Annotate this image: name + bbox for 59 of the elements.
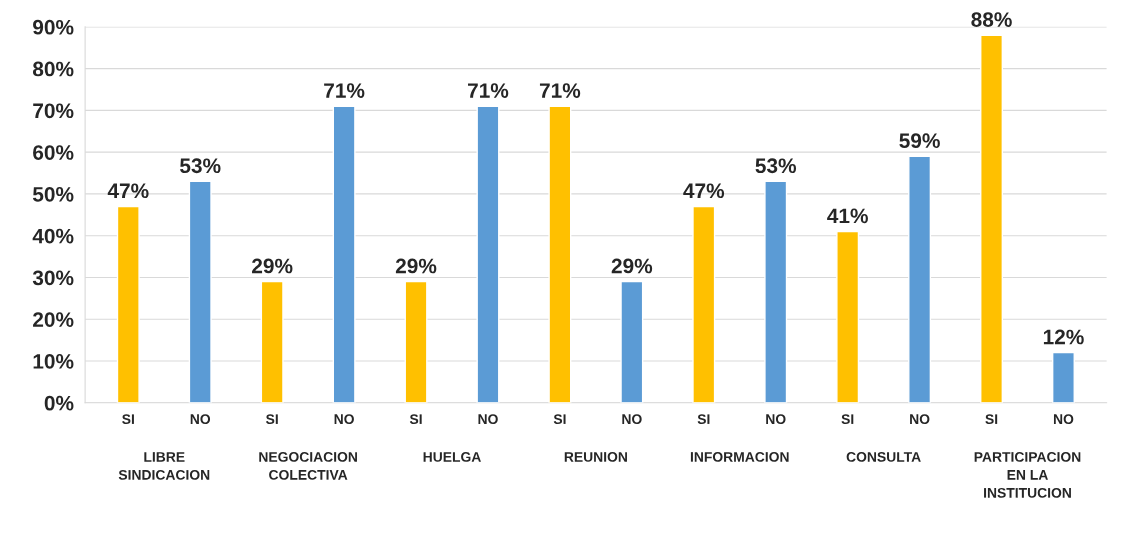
x-tick-label: NO <box>478 414 498 425</box>
bar <box>908 155 932 403</box>
y-tick-label: 10% <box>33 353 74 369</box>
y-tick-label: 90% <box>33 19 74 35</box>
text: LIBRE SINDICACION <box>118 452 210 480</box>
data-label: 71% <box>324 83 365 98</box>
x-tick-label: SI <box>553 414 566 425</box>
x-tick-label: SI <box>985 414 998 425</box>
data-label: 53% <box>755 158 797 174</box>
data-label: 88% <box>971 12 1012 27</box>
bar <box>476 105 500 403</box>
bar <box>116 205 140 403</box>
y-tick-label: 30% <box>32 270 74 286</box>
data-label: 47% <box>683 183 725 199</box>
bar <box>1051 351 1075 403</box>
x-tick-label: SI <box>697 414 710 425</box>
text: INFORMACION <box>690 451 789 462</box>
y-tick-label: 60% <box>33 145 74 160</box>
bar <box>764 180 788 403</box>
data-label: 71% <box>468 83 509 98</box>
data-label: 71% <box>539 83 581 98</box>
text: PARTICIPACION EN LA INSTITUCION <box>974 451 1081 498</box>
data-label: 53% <box>180 158 221 174</box>
data-label: 29% <box>252 258 293 274</box>
bar <box>620 280 644 403</box>
bar <box>836 230 860 403</box>
x-tick-label: NO <box>190 414 211 425</box>
x-tick-label: SI <box>841 414 854 425</box>
bar <box>260 280 284 403</box>
data-label: 12% <box>1043 329 1084 345</box>
bar <box>980 34 1004 403</box>
y-tick-label: 40% <box>32 228 74 244</box>
x-tick-label: NO <box>1053 414 1074 425</box>
x-tick-label: SI <box>409 414 422 425</box>
y-tick-label: 80% <box>32 61 74 77</box>
y-tick-label: 0% <box>44 395 74 411</box>
x-tick-label: SI <box>266 414 278 425</box>
bar <box>692 205 716 403</box>
text: REUNION <box>564 451 627 462</box>
bar <box>332 105 356 403</box>
x-tick-label: NO <box>910 414 930 425</box>
data-label: 47% <box>107 183 149 199</box>
text: NEGOCIACION COLECTIVA <box>259 451 357 480</box>
bar <box>188 180 212 403</box>
y-tick-label: 20% <box>33 312 74 327</box>
data-label: 29% <box>395 258 437 274</box>
y-tick-label: 70% <box>33 103 74 119</box>
bar <box>548 105 572 403</box>
data-label: 29% <box>611 258 653 274</box>
x-tick-label: NO <box>334 414 354 425</box>
text: HUELGA <box>423 451 481 462</box>
data-label: 59% <box>899 133 940 149</box>
x-tick-label: NO <box>766 414 786 425</box>
bar <box>404 280 428 403</box>
x-tick-label: NO <box>622 414 642 425</box>
y-tick-label: 50% <box>32 186 74 202</box>
text: CONSULTA <box>846 451 921 462</box>
x-tick-label: SI <box>122 414 134 425</box>
data-label: 41% <box>827 208 868 224</box>
